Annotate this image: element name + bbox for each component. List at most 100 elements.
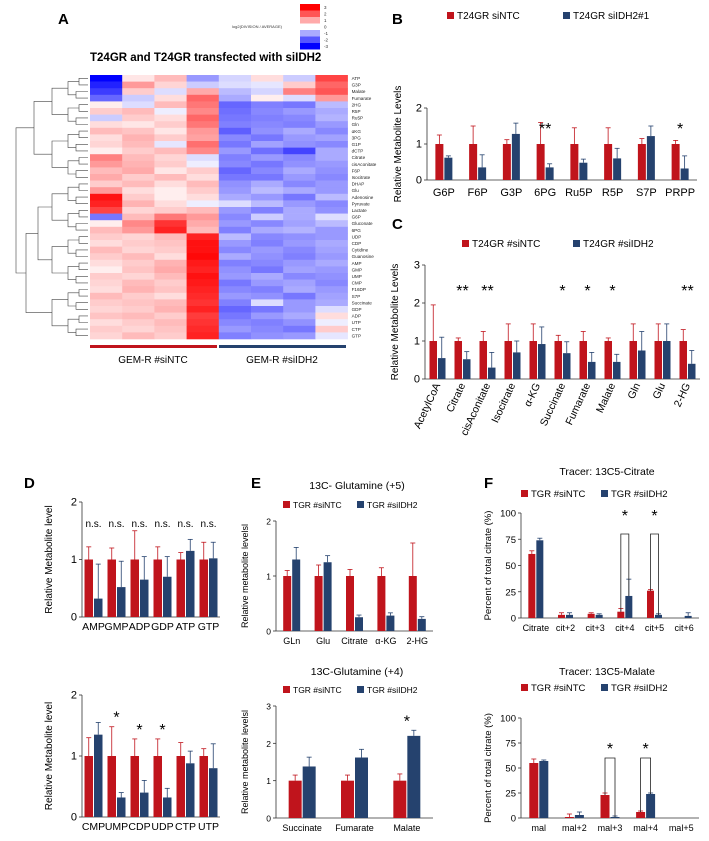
heatmap-cell	[90, 259, 123, 267]
heatmap-cell	[154, 213, 187, 221]
significance-label: *	[113, 710, 119, 727]
bar-siidh2	[140, 579, 149, 617]
heatmap-cell	[283, 233, 316, 241]
x-tick-label: Gln	[625, 381, 643, 401]
heatmap-cell	[315, 127, 348, 135]
chart-title: Tracer: 13C5-Citrate	[559, 466, 654, 478]
heatmap-cell	[315, 167, 348, 175]
heatmap-cell	[186, 174, 220, 181]
bar-sintc	[529, 763, 539, 818]
heatmap-cell	[90, 273, 123, 280]
bar-sintc	[637, 144, 646, 180]
heatmap-cell	[283, 147, 316, 155]
heatmap-cell	[283, 220, 316, 228]
x-tick-label: α-KG	[375, 636, 396, 646]
heatmap-cell	[154, 114, 187, 122]
y-tick-label: 1	[416, 139, 422, 151]
heatmap-cell	[251, 88, 284, 96]
heatmap-cell	[186, 279, 220, 287]
heatmap-cell	[154, 180, 187, 188]
heatmap-cell	[315, 187, 348, 195]
heatmap-cell	[251, 101, 284, 109]
bar-siidh2	[163, 797, 172, 817]
x-tick-label: Ru5P	[565, 187, 593, 199]
legend-swatch-siidh2	[601, 490, 608, 497]
heatmap-cell	[283, 226, 316, 234]
heatmap-cell	[122, 312, 155, 320]
group-label-sintc: GEM-R #siNTC	[118, 355, 187, 366]
heatmap-cell	[90, 332, 123, 340]
heatmap-cell	[283, 240, 316, 247]
heatmap-cell	[315, 147, 348, 155]
heatmap-row-label: Succinate	[352, 300, 373, 305]
scale-swatch	[300, 30, 320, 37]
heatmap-cell	[154, 127, 187, 135]
heatmap-cell	[251, 286, 284, 294]
scale-swatch	[300, 10, 320, 17]
x-tick-label: ADP	[129, 621, 151, 633]
bar-siidh2	[386, 615, 395, 631]
heatmap-cell	[218, 174, 252, 181]
heatmap-cell	[186, 94, 220, 102]
heatmap-cell	[283, 325, 316, 333]
legend-swatch-sintc	[521, 684, 528, 691]
heatmap-cell	[251, 332, 284, 340]
bar-sintc	[84, 756, 93, 817]
bar-sintc	[341, 780, 354, 818]
heatmap-cell	[251, 325, 284, 333]
heatmap-cell	[218, 279, 252, 287]
panel-label-a: A	[58, 11, 69, 28]
heatmap-cell	[218, 127, 252, 135]
bar-sintc	[107, 559, 116, 617]
legend-label-sintc: TGR #siNTC	[531, 489, 586, 500]
heatmap-row-label: dCTP	[352, 149, 364, 154]
heatmap-row-label: ATP	[352, 76, 361, 81]
bar-sintc	[288, 780, 302, 818]
y-tick-label: 2	[71, 690, 77, 702]
significance-label: *	[677, 121, 683, 138]
dendrogram-branch	[67, 292, 79, 307]
heatmap-cell	[186, 299, 220, 307]
x-tick-label: G6P	[433, 187, 455, 199]
dendrogram-branch	[75, 91, 88, 99]
chart-f-bottom: 0 25 50 75 100 Percent of total citrate (%) ma…	[483, 666, 699, 833]
heatmap-cell	[283, 253, 316, 261]
dendrogram-branch	[67, 186, 79, 201]
bar-siidh2	[488, 367, 496, 379]
y-tick-label: 2	[414, 298, 420, 310]
heatmap-cell	[251, 306, 284, 313]
bar-sintc	[346, 576, 354, 631]
y-tick-label: 1	[71, 751, 77, 763]
heatmap-cell	[154, 101, 187, 109]
bar-sintc	[199, 559, 208, 617]
x-tick-label: Isocitrate	[489, 381, 518, 425]
dendrogram-branch	[75, 144, 88, 152]
dendrogram-branch	[75, 276, 88, 284]
bar-siidh2	[407, 735, 421, 818]
heatmap-cell	[122, 259, 155, 267]
heatmap-cell	[186, 187, 220, 195]
heatmap-cell	[154, 94, 187, 102]
y-tick-label: 0	[266, 627, 271, 637]
bar-sintc	[429, 341, 437, 379]
heatmap-scale-label: log2(DIVISION / AVERAGE)	[232, 24, 283, 29]
heatmap-row-label: R5P	[352, 109, 361, 114]
x-tick-label: R5P	[602, 187, 623, 199]
heatmap-cell	[315, 220, 348, 228]
significance-label: *	[651, 508, 657, 525]
heatmap-cell	[218, 121, 252, 129]
heatmap-cell	[154, 286, 187, 294]
legend-label-sintc: T24GR siNTC	[457, 11, 520, 22]
heatmap-cell	[122, 101, 155, 109]
heatmap-cell	[315, 292, 348, 300]
heatmap-cell	[186, 121, 220, 129]
x-tick-label: UDP	[151, 821, 173, 833]
bar-sintc	[176, 559, 185, 617]
heatmap-cell	[122, 325, 155, 333]
heatmap-cell	[251, 127, 284, 135]
y-tick-label: 3	[266, 702, 271, 712]
bar-sintc	[558, 614, 565, 618]
x-tick-label: F6P	[468, 187, 488, 199]
legend-label-siidh2: TGR #siIDH2	[367, 500, 418, 510]
x-tick-label: 2-HG	[407, 636, 429, 646]
